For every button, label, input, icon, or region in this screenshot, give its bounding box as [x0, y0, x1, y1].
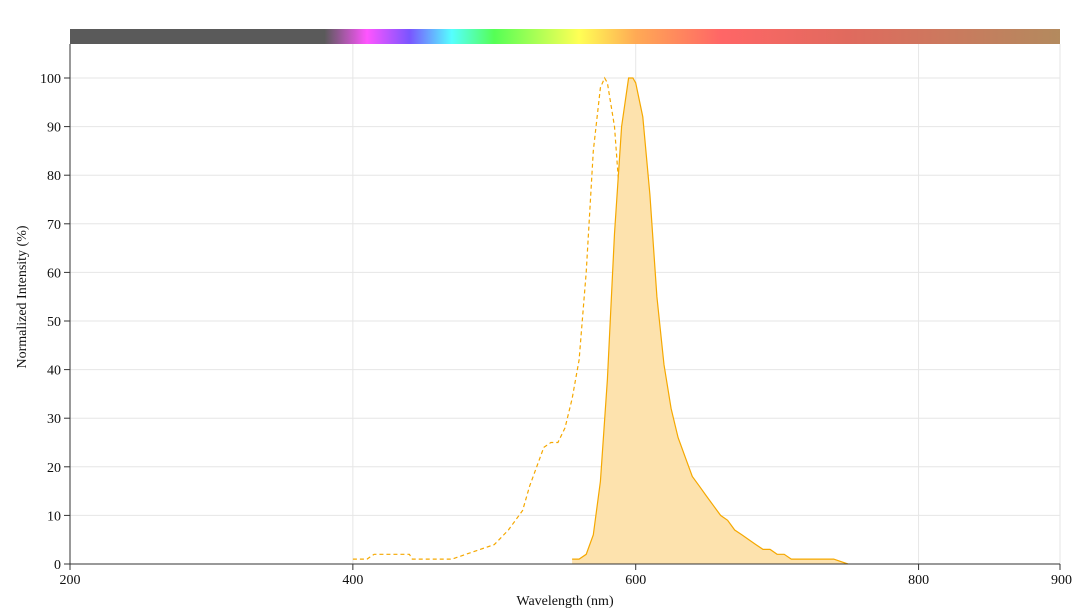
axes — [69, 44, 1060, 565]
x-tick-label: 900 — [1051, 573, 1072, 588]
y-tick-label: 40 — [47, 364, 61, 379]
x-tick-label: 800 — [908, 573, 929, 588]
y-tick-label: 10 — [47, 509, 61, 524]
x-ticks: 200 400 600 800 900 — [60, 564, 1072, 588]
x-tick-label: 400 — [342, 573, 363, 588]
series-area-2 — [572, 78, 848, 564]
y-axis-title: Normalized Intensity (%) — [15, 225, 30, 368]
y-tick-label: 80 — [47, 169, 61, 184]
x-tick-label: 600 — [625, 573, 646, 588]
y-tick-label: 100 — [40, 72, 61, 87]
y-tick-label: 60 — [47, 266, 61, 281]
y-ticks: 0 10 20 30 40 50 60 70 80 90 100 — [40, 72, 70, 573]
x-axis-title: Wavelength (nm) — [516, 594, 614, 609]
y-tick-label: 70 — [47, 218, 61, 233]
y-tick-label: 50 — [47, 315, 61, 330]
series-line-2 — [572, 77, 849, 565]
series-line-1 — [352, 76, 662, 565]
series-layer — [352, 76, 849, 565]
y-tick-label: 0 — [54, 558, 61, 573]
spectrum-color-bar — [70, 29, 1060, 44]
y-tick-label: 30 — [47, 412, 61, 427]
grid — [70, 44, 1061, 564]
y-tick-label: 20 — [47, 461, 61, 476]
x-tick-label: 200 — [60, 573, 81, 588]
y-tick-label: 90 — [47, 121, 61, 136]
